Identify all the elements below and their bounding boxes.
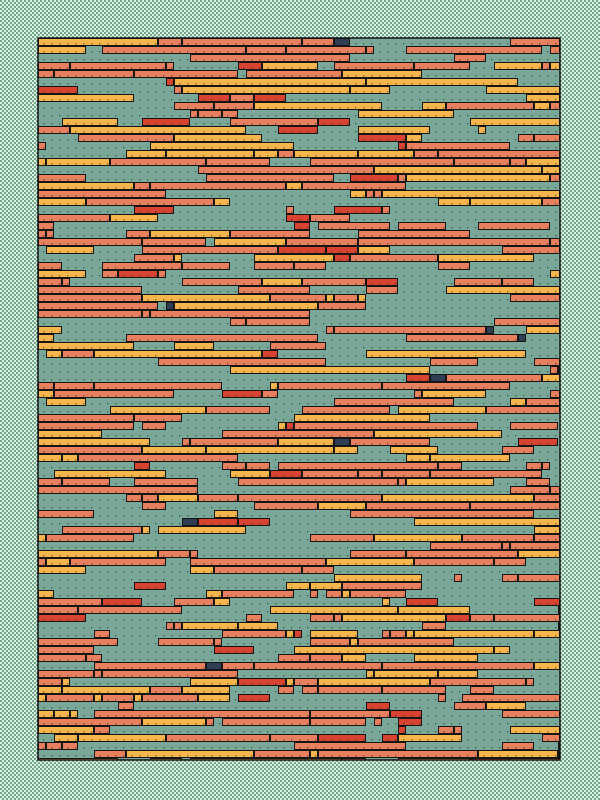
panel-frame: [37, 37, 561, 761]
dot-overlay: [38, 38, 560, 760]
